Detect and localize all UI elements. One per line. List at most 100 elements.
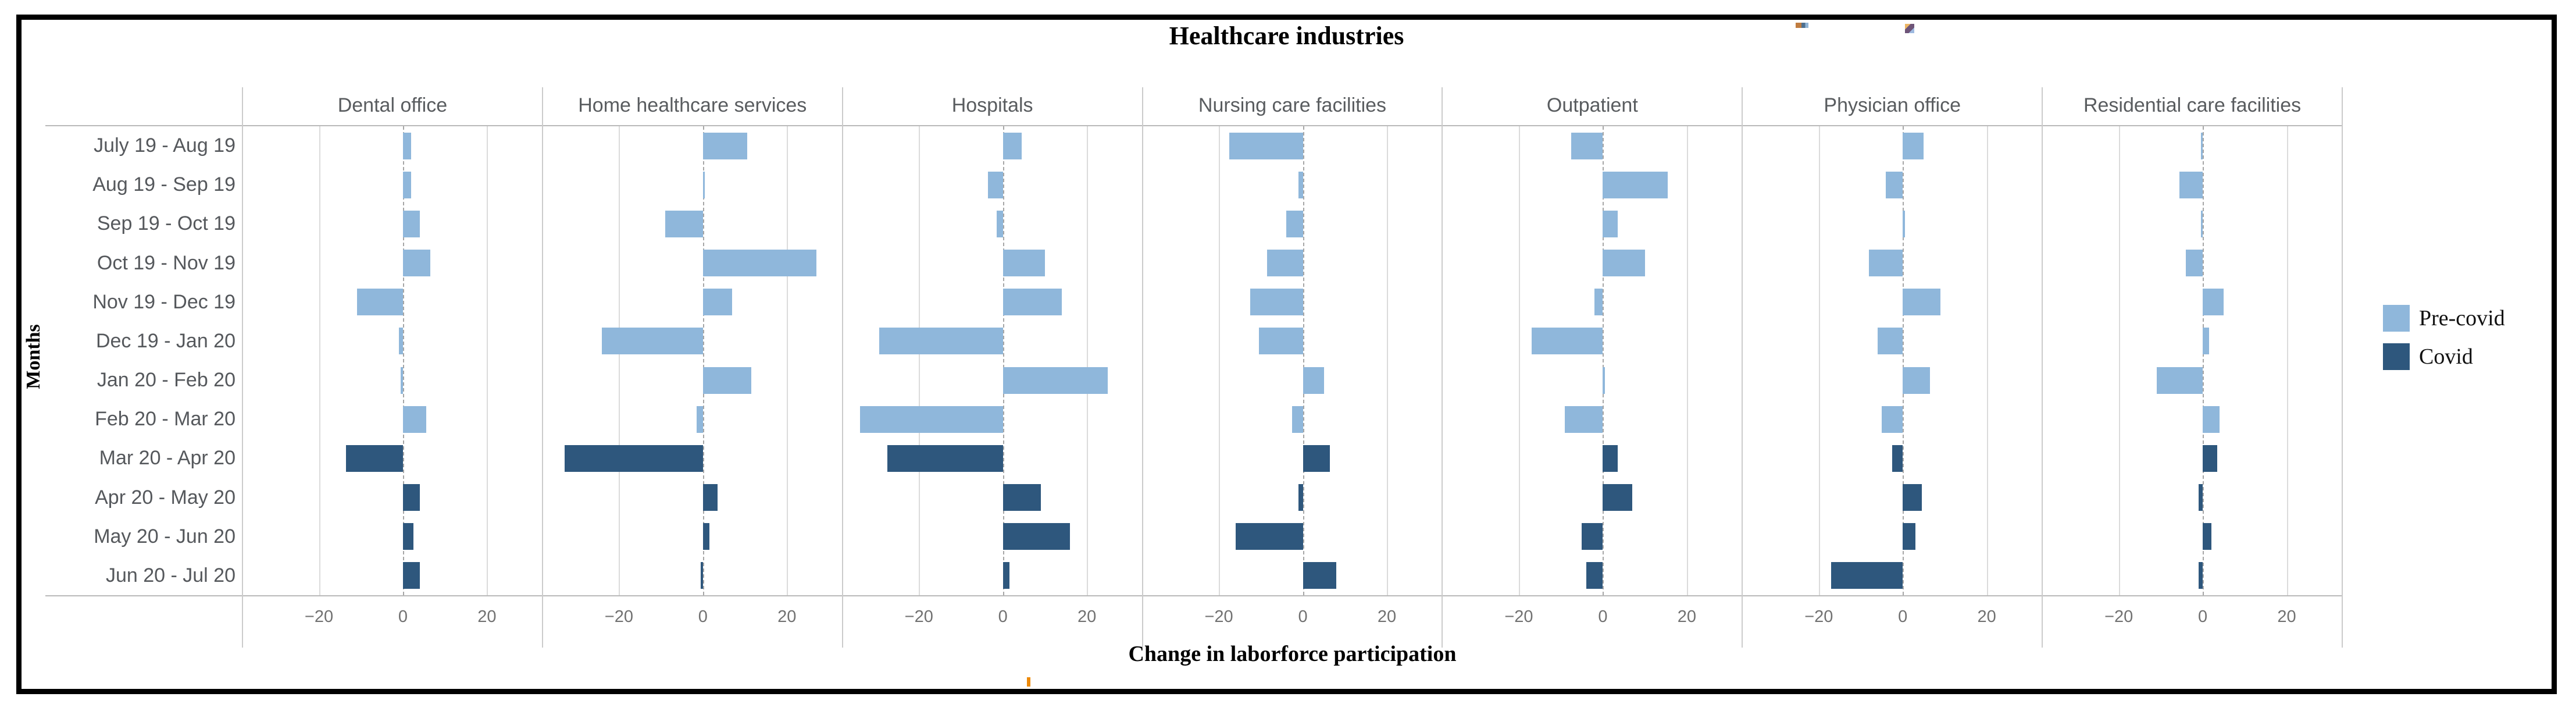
x-tick-label: −20	[304, 607, 334, 626]
bar	[1292, 406, 1303, 433]
bar	[1303, 445, 1330, 472]
zero-line	[1002, 126, 1004, 595]
bar	[402, 562, 420, 589]
panel-border	[541, 87, 543, 648]
facet-panel-physician-office: Physician office −20 0 20	[1742, 87, 2042, 648]
bar	[356, 289, 403, 316]
bar	[1603, 250, 1645, 277]
bar	[2156, 367, 2203, 394]
legend-label-pre-covid: Pre-covid	[2419, 306, 2505, 330]
facet-panel-home-healthcare-services: Home healthcare services −20 0 20	[543, 87, 843, 648]
bar	[398, 328, 403, 355]
x-tick-label: −20	[2104, 607, 2133, 626]
bar	[402, 484, 420, 511]
month-label: Aug 19 - Sep 19	[92, 173, 236, 196]
bar	[1903, 289, 1941, 316]
render-artifact	[1027, 677, 1030, 687]
zero-line	[1903, 126, 1904, 595]
bar	[860, 406, 1003, 433]
month-label: Mar 20 - Apr 20	[99, 447, 236, 470]
header-separator-line	[45, 125, 2342, 126]
bar	[1603, 367, 1605, 394]
bar	[1869, 250, 1903, 277]
bar	[879, 328, 1003, 355]
x-tick-label: 20	[1677, 607, 1696, 626]
facet-panel-residential-care-facilities: Residential care facilities −20 0 20	[2042, 87, 2342, 648]
panel-header: Hospitals	[951, 94, 1033, 116]
bar	[702, 523, 709, 550]
bar	[2198, 484, 2203, 511]
zero-line	[1603, 126, 1604, 595]
bar	[346, 445, 403, 472]
panel-border	[1742, 87, 1743, 648]
bar	[1235, 523, 1303, 550]
bar	[402, 171, 412, 198]
bar	[402, 210, 420, 237]
month-label: Nov 19 - Dec 19	[92, 290, 236, 313]
bar	[1002, 562, 1009, 589]
panel-header: Home healthcare services	[578, 94, 807, 116]
panel-header: Outpatient	[1546, 94, 1638, 116]
x-axis-line	[45, 595, 2342, 596]
bar	[2203, 289, 2224, 316]
bar	[1586, 562, 1603, 589]
bar	[1229, 132, 1303, 159]
figure-border	[16, 15, 2557, 694]
x-tick-label: 20	[777, 607, 797, 626]
gridline	[1818, 126, 1820, 595]
bar	[1267, 250, 1303, 277]
bar	[1903, 367, 1931, 394]
bar	[2200, 210, 2203, 237]
bar	[1286, 210, 1303, 237]
facet-panel-outpatient: Outpatient −20 0 20	[1442, 87, 1742, 648]
facet-panel-dental-office: Dental office −20 0 20	[242, 87, 543, 648]
month-label: Jan 20 - Feb 20	[97, 369, 236, 391]
bar	[1258, 328, 1303, 355]
x-tick-label: 0	[998, 607, 1008, 626]
bar	[1565, 406, 1603, 433]
bar	[1298, 484, 1303, 511]
bar	[1002, 250, 1045, 277]
x-tick-label: 20	[477, 607, 497, 626]
render-artifact	[1796, 23, 1808, 28]
x-tick-label: 20	[1977, 607, 1996, 626]
bar	[1831, 562, 1903, 589]
bar	[702, 171, 705, 198]
x-tick-label: −20	[1504, 607, 1533, 626]
bar	[1594, 289, 1603, 316]
bar	[702, 484, 718, 511]
gridline	[919, 126, 920, 595]
x-tick-label: 0	[698, 607, 708, 626]
month-label: Apr 20 - May 20	[95, 486, 236, 509]
bar	[1002, 484, 1041, 511]
legend-swatch-pre-covid	[2383, 305, 2410, 332]
chart-title: Healthcare industries	[1169, 22, 1404, 50]
month-label: Feb 20 - Mar 20	[95, 408, 236, 431]
gridline	[2118, 126, 2120, 595]
bar	[701, 562, 703, 589]
bar	[564, 445, 703, 472]
panel-header: Nursing care facilities	[1198, 94, 1387, 116]
x-tick-label: −20	[604, 607, 633, 626]
bar	[2179, 171, 2203, 198]
bar	[1903, 523, 1915, 550]
x-tick-label: −20	[904, 607, 933, 626]
zero-line	[1303, 126, 1304, 595]
panel-border	[841, 87, 843, 648]
panel-header: Dental office	[337, 94, 448, 116]
bar	[1582, 523, 1603, 550]
gridline	[1986, 126, 1988, 595]
x-tick-label: 0	[1298, 607, 1308, 626]
panel-border	[2042, 87, 2043, 648]
legend-label-covid: Covid	[2419, 344, 2473, 369]
bar	[1877, 328, 1903, 355]
gridline	[1518, 126, 1520, 595]
gridline	[787, 126, 789, 595]
bar	[402, 523, 414, 550]
bar	[1303, 562, 1337, 589]
gridline	[1087, 126, 1089, 595]
gridline	[2286, 126, 2288, 595]
panel-border	[1442, 87, 1443, 648]
gridline	[619, 126, 620, 595]
bar	[665, 210, 703, 237]
